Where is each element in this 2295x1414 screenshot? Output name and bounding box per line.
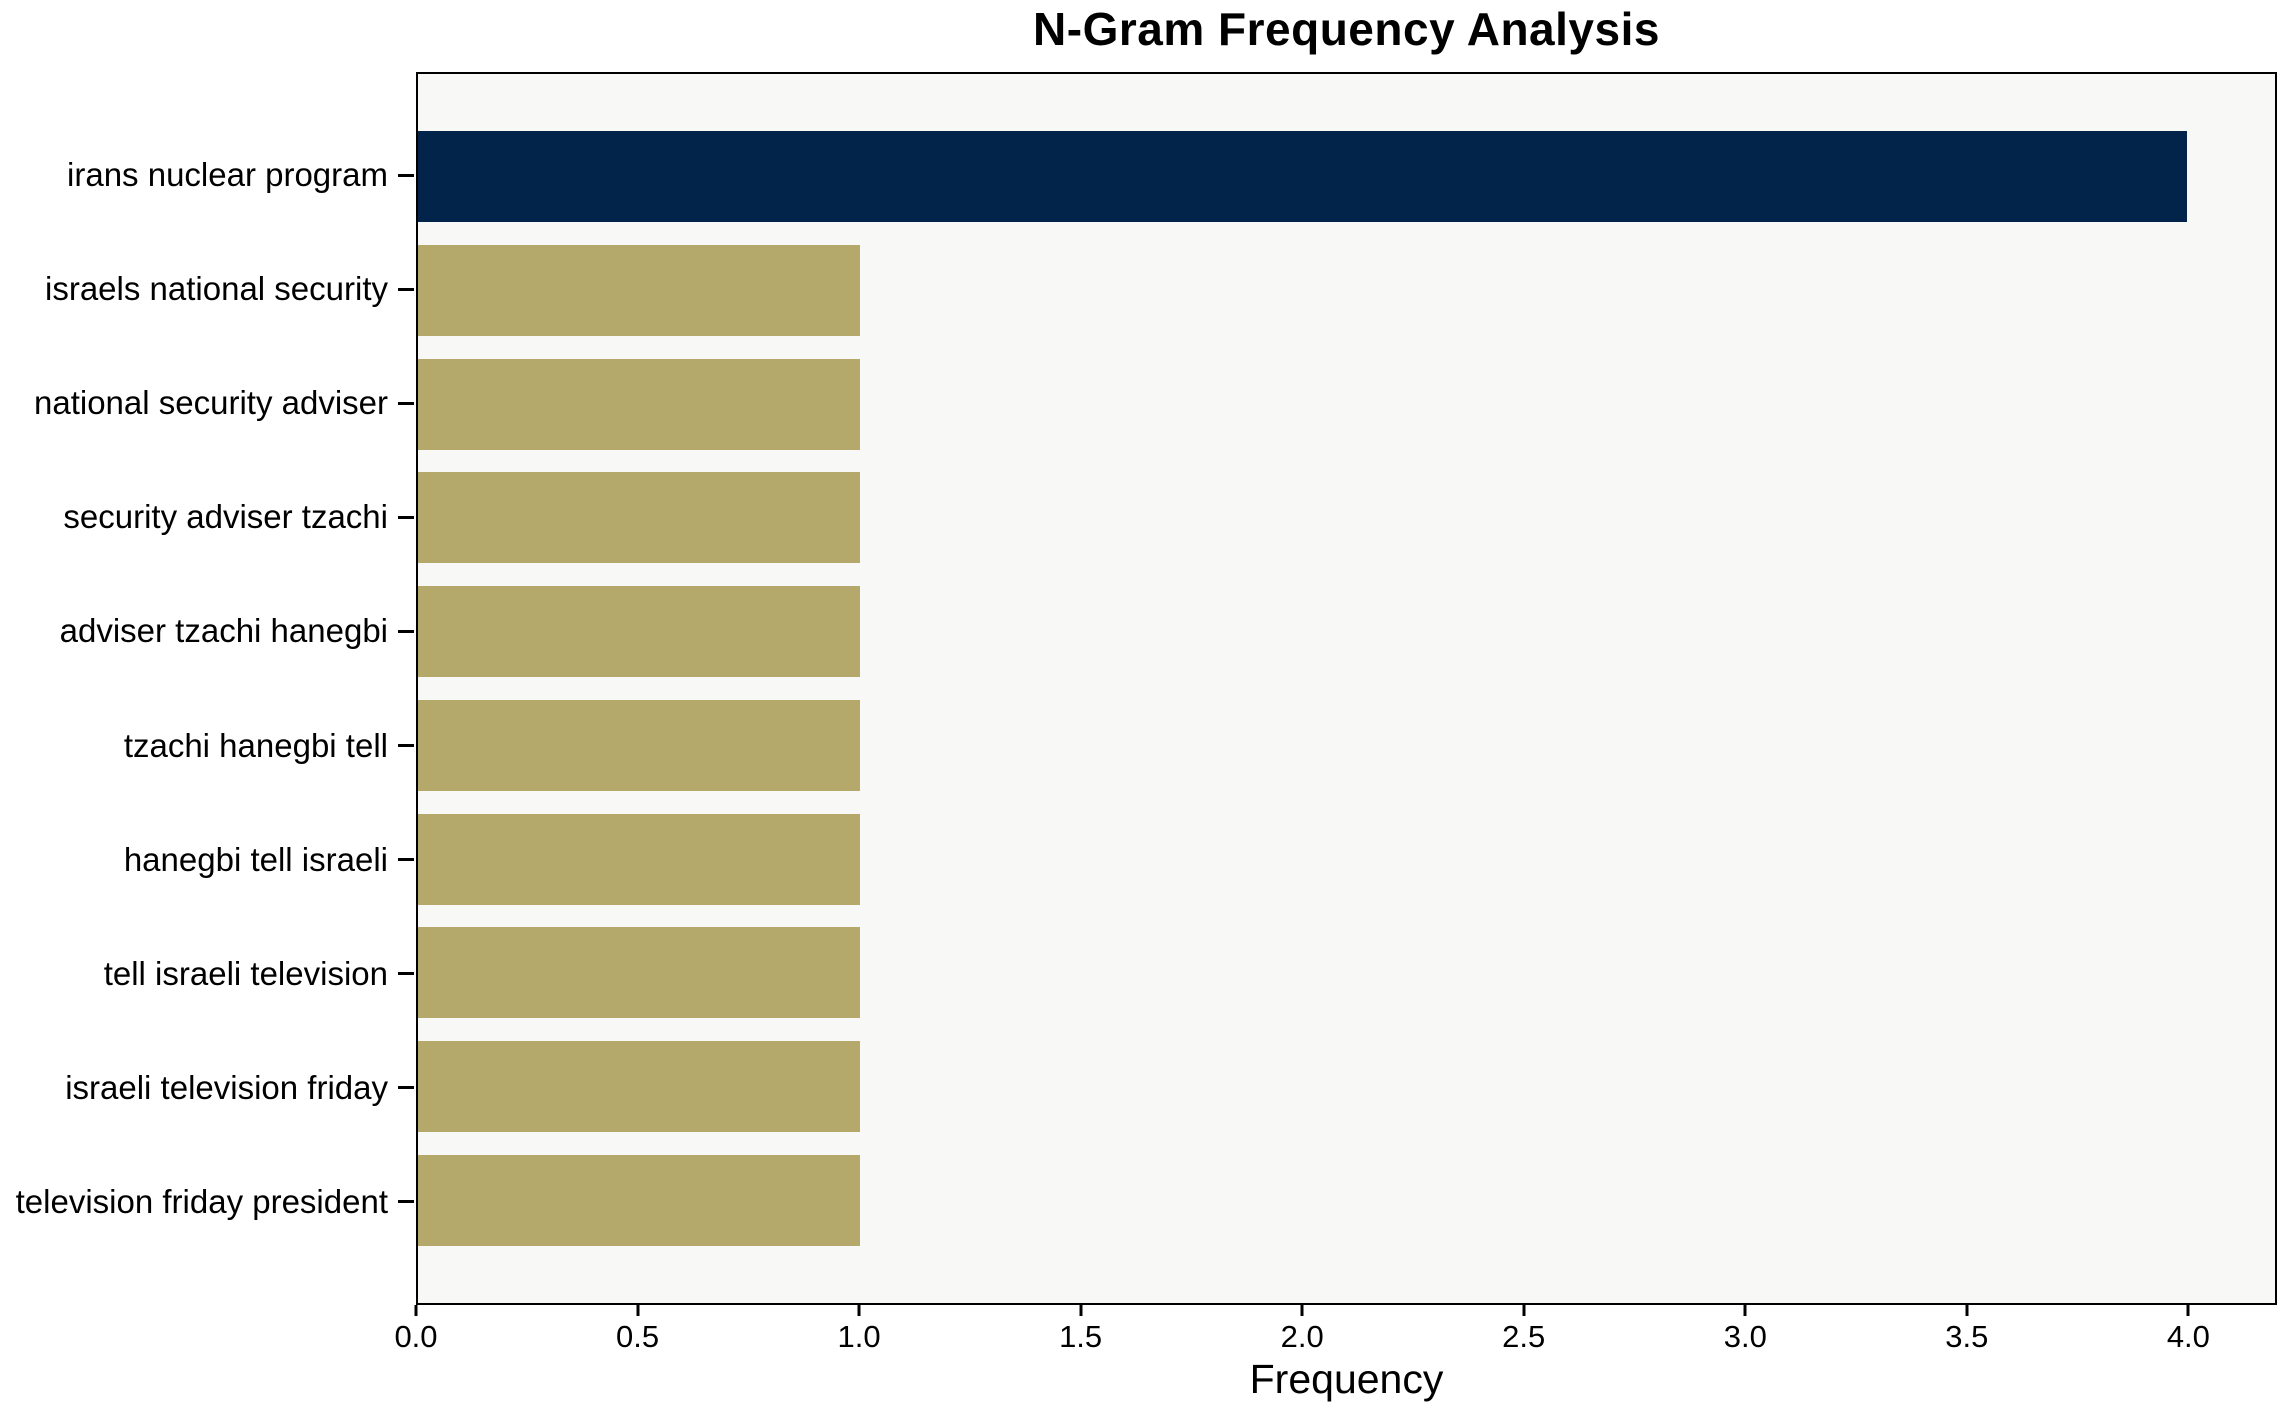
y-label-row: israels national security [0, 232, 414, 346]
y-label-row: israeli television friday [0, 1031, 414, 1145]
y-tick-mark [398, 287, 414, 291]
y-label-row: television friday president [0, 1145, 414, 1259]
x-tick-label: 2.5 [1502, 1319, 1546, 1354]
bar-row [418, 347, 2275, 461]
y-tick-mark [398, 1086, 414, 1090]
bar-row [418, 120, 2275, 234]
bar-row [418, 1030, 2275, 1144]
y-tick-label: hanegbi tell israeli [123, 840, 388, 878]
y-tick-mark [398, 858, 414, 862]
bar-row [418, 802, 2275, 916]
y-tick-mark [398, 629, 414, 633]
x-tick-label: 2.0 [1280, 1319, 1324, 1354]
x-tick-label: 4.0 [2166, 1319, 2210, 1354]
chart-title: N-Gram Frequency Analysis [1033, 3, 1660, 55]
y-axis: irans nuclear program israels national se… [0, 72, 414, 1305]
y-tick-label: irans nuclear program [67, 156, 388, 194]
x-axis-title: Frequency [1249, 1356, 1444, 1402]
x-tick-mark [1743, 1305, 1747, 1316]
y-tick-label: israeli television friday [65, 1068, 388, 1106]
x-axis: 0.0 0.5 1.0 1.5 2.0 2.5 3.0 3.5 4.0 [394, 1305, 2277, 1375]
bar-row [418, 234, 2275, 348]
y-label-row: hanegbi tell israeli [0, 803, 414, 917]
x-tick-label: 3.0 [1723, 1319, 1767, 1354]
y-label-row: tell israeli television [0, 917, 414, 1031]
bar [418, 245, 861, 337]
y-tick-mark [398, 515, 414, 519]
x-tick-label: 3.5 [1945, 1319, 1989, 1354]
y-tick-label: tzachi hanegbi tell [123, 726, 388, 764]
x-tick-mark [414, 1305, 418, 1316]
y-label-row: security adviser tzachi [0, 460, 414, 574]
y-label-row: irans nuclear program [0, 118, 414, 232]
y-label-row: national security adviser [0, 346, 414, 460]
bar-row [418, 916, 2275, 1030]
y-tick-label: adviser tzachi hanegbi [59, 612, 388, 650]
x-tick-mark [1965, 1305, 1969, 1316]
bar [418, 813, 861, 905]
y-tick-label: tell israeli television [103, 954, 388, 992]
x-tick-mark [1300, 1305, 1304, 1316]
x-tick-mark [636, 1305, 640, 1316]
x-tick-mark [1522, 1305, 1526, 1316]
bar [418, 472, 861, 564]
y-tick-label: israels national security [45, 270, 388, 308]
bar-row [418, 461, 2275, 575]
x-tick-mark [2186, 1305, 2190, 1316]
y-tick-label: television friday president [15, 1182, 388, 1220]
plot-area [416, 72, 2277, 1305]
y-label-row: tzachi hanegbi tell [0, 688, 414, 802]
bar [418, 131, 2187, 223]
y-tick-mark [398, 401, 414, 405]
bar [418, 1040, 861, 1132]
bar-row [418, 575, 2275, 689]
x-tick-label: 0.0 [394, 1319, 438, 1354]
x-tick-label: 0.5 [615, 1319, 660, 1354]
bar [418, 586, 861, 678]
y-label-row: adviser tzachi hanegbi [0, 574, 414, 688]
y-tick-mark [398, 972, 414, 976]
x-tick-label: 1.0 [837, 1319, 881, 1354]
x-tick-label: 1.5 [1059, 1319, 1103, 1354]
bar-row [418, 1143, 2275, 1257]
x-tick-mark [857, 1305, 861, 1316]
y-tick-mark [398, 1200, 414, 1204]
bar [418, 358, 861, 450]
y-tick-mark [398, 173, 414, 177]
bar [418, 1154, 861, 1246]
y-tick-mark [398, 744, 414, 748]
y-tick-label: national security adviser [33, 384, 388, 422]
bar [418, 927, 861, 1019]
x-tick-mark [1079, 1305, 1083, 1316]
bar-row [418, 689, 2275, 803]
y-tick-label: security adviser tzachi [63, 498, 388, 536]
bar [418, 699, 861, 791]
